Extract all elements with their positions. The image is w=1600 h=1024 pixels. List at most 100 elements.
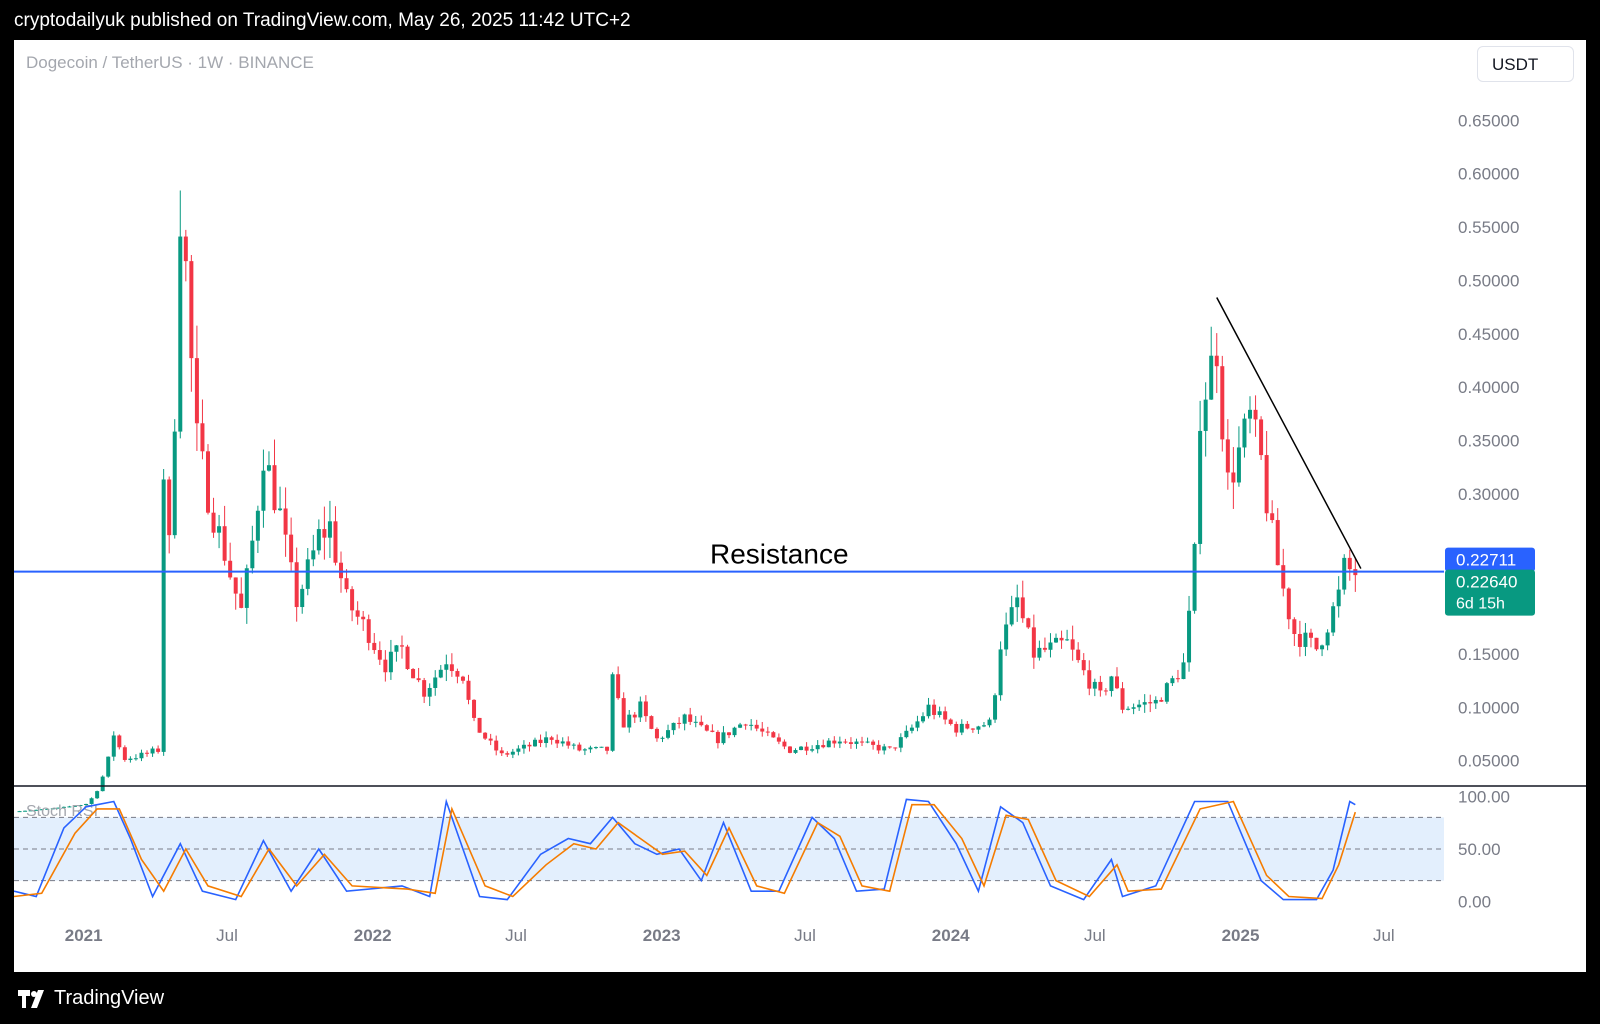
candle-body [1297, 633, 1302, 647]
candle-body [350, 589, 355, 611]
candle [449, 653, 454, 677]
candle [1192, 542, 1197, 614]
candle-body [732, 727, 737, 736]
candle [1098, 675, 1103, 697]
candle [721, 726, 726, 745]
candle [749, 719, 754, 731]
candle-body [799, 746, 804, 751]
candle [826, 738, 831, 748]
candle-body [743, 724, 748, 726]
candle-body [987, 719, 992, 726]
candle [887, 746, 892, 749]
candle [926, 697, 931, 719]
candle [987, 717, 992, 728]
candle [1325, 629, 1330, 651]
candle-body [272, 465, 277, 511]
candle-body [904, 730, 909, 738]
candle [804, 742, 809, 756]
candle [266, 451, 271, 472]
candle [533, 737, 538, 747]
candle-body [133, 758, 138, 760]
candle [1198, 400, 1203, 555]
candle [28, 810, 33, 812]
last-price-tag [1445, 569, 1535, 616]
candle-body [1308, 632, 1313, 638]
candle [1148, 694, 1153, 713]
candle-body [255, 510, 260, 541]
candle [920, 712, 925, 724]
candle-body [139, 752, 144, 759]
candle [993, 693, 998, 723]
candle [1042, 637, 1047, 653]
candle-body [981, 725, 986, 727]
candle [95, 790, 100, 799]
candle [882, 743, 887, 755]
candle-body [366, 619, 371, 643]
candle [261, 449, 266, 528]
candle-body [610, 674, 615, 751]
candle-body [627, 714, 632, 728]
candle-body [677, 722, 682, 724]
candle [394, 644, 399, 662]
candle-body [860, 741, 865, 743]
candle-body [1270, 513, 1275, 521]
footer[interactable]: TradingView [18, 987, 164, 1010]
candle-body [932, 704, 937, 715]
candle-body [327, 521, 332, 538]
candle [727, 732, 731, 739]
candle [732, 726, 737, 738]
candle-body [283, 508, 288, 535]
candle-body [549, 737, 554, 740]
candle [976, 725, 981, 734]
candle [1159, 697, 1164, 702]
candle [222, 505, 227, 566]
candle [1087, 660, 1092, 696]
candle [111, 731, 116, 761]
candle-body [156, 748, 161, 752]
candle-body [1236, 447, 1241, 483]
x-tick-label: Jul [794, 926, 816, 945]
currency-button[interactable]: USDT [1477, 46, 1574, 82]
candle [1081, 653, 1086, 676]
candle-body [854, 741, 859, 744]
candle [100, 775, 105, 792]
candle-body [339, 562, 344, 579]
candle-body [666, 730, 671, 738]
chart-panel[interactable]: Resistance Stoch RSI 0.05000 0.10000 0.150… [14, 40, 1586, 972]
candle-body [122, 747, 127, 760]
candle [1181, 653, 1186, 680]
price-tick-label: 0.40000 [1458, 378, 1519, 397]
candle-body [682, 714, 687, 724]
candle-body [1347, 557, 1352, 570]
candle [876, 740, 881, 754]
chart-svg[interactable]: Resistance Stoch RSI 0.05000 0.10000 0.150… [14, 40, 1586, 972]
candle-body [909, 727, 914, 731]
candle-body [161, 479, 166, 752]
candle-body [261, 470, 266, 511]
candle-body [322, 529, 327, 538]
candle [1286, 587, 1291, 630]
candle [1275, 508, 1280, 566]
stoch-k-line [14, 798, 1356, 901]
price-tick-label: 0.55000 [1458, 218, 1519, 237]
candle-body [189, 261, 194, 359]
candle-body [383, 659, 388, 673]
candle [1342, 554, 1347, 595]
candle [505, 751, 510, 758]
candle-body [815, 745, 820, 750]
candle-body [1303, 632, 1308, 647]
candle-body [544, 737, 549, 744]
symbol-label[interactable]: Dogecoin / TetherUS · 1W · BINANCE [26, 53, 314, 72]
candle [605, 746, 610, 755]
candle-body [117, 735, 122, 748]
price-tick-label: 0.60000 [1458, 165, 1519, 184]
candle-body [976, 726, 981, 730]
candle [56, 807, 61, 809]
candle-body [128, 758, 133, 760]
candle-body [1253, 409, 1258, 420]
candle-body [710, 730, 715, 732]
candle-body [804, 746, 809, 751]
candle [510, 748, 515, 759]
candle [1314, 637, 1319, 651]
candle-body [72, 805, 77, 807]
